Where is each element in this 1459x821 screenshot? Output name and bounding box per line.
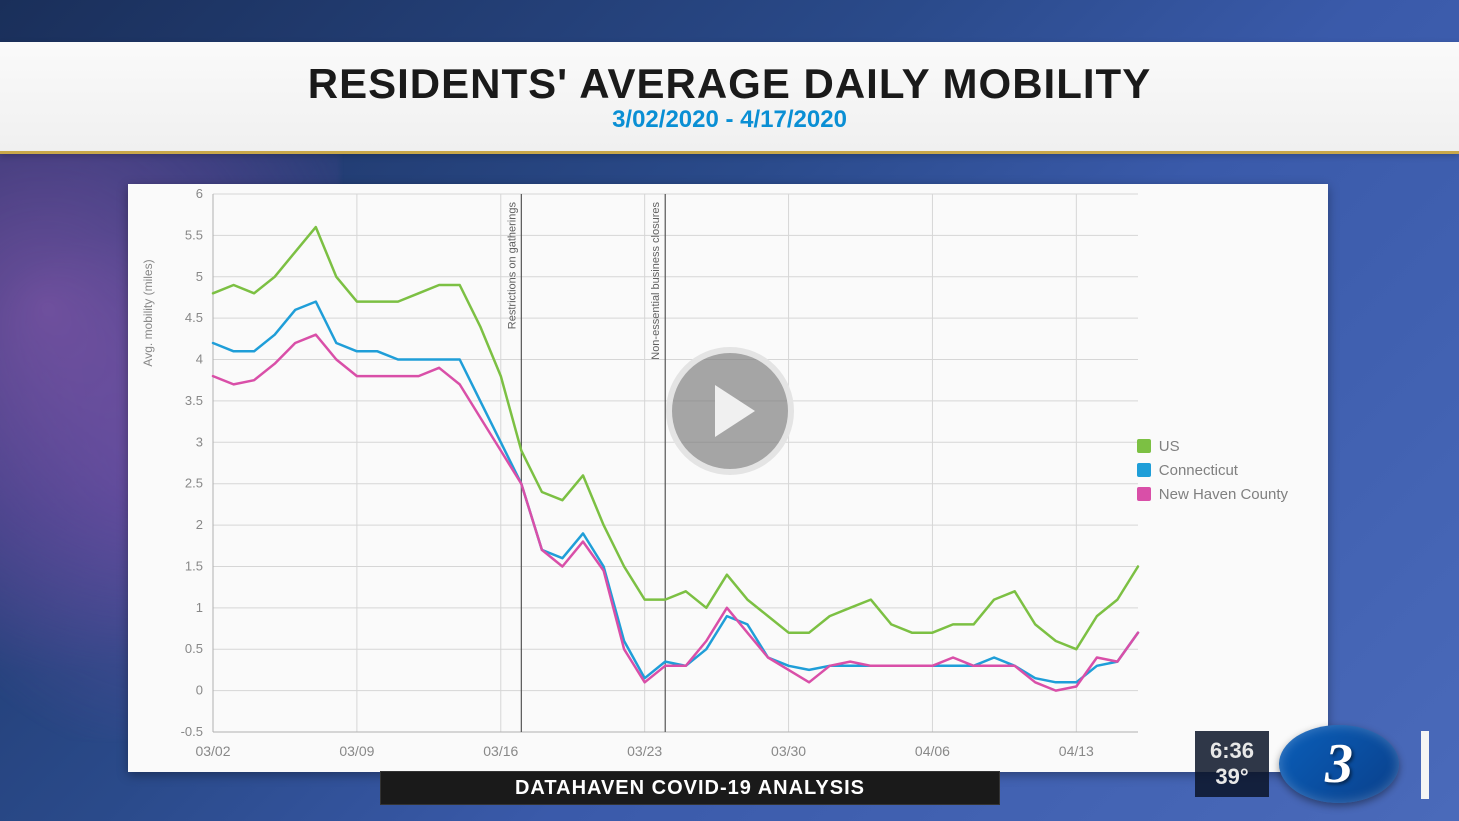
- broadcast-temp: 39°: [1215, 764, 1248, 790]
- broadcast-time: 6:36: [1210, 738, 1254, 764]
- svg-text:Non-essential business closure: Non-essential business closures: [650, 202, 662, 360]
- legend-item: US: [1137, 434, 1288, 458]
- legend-swatch: [1137, 487, 1151, 501]
- chart-legend: US Connecticut New Haven County: [1137, 434, 1288, 506]
- station-logo-text: 3: [1325, 732, 1353, 796]
- title-bar: RESIDENTS' AVERAGE DAILY MOBILITY 3/02/2…: [0, 42, 1459, 154]
- play-button[interactable]: [666, 347, 794, 475]
- svg-text:03/02: 03/02: [195, 743, 230, 759]
- play-icon: [715, 385, 755, 437]
- svg-text:2: 2: [196, 517, 203, 532]
- svg-text:6: 6: [196, 186, 203, 201]
- legend-item: New Haven County: [1137, 482, 1288, 506]
- legend-swatch: [1137, 439, 1151, 453]
- svg-text:4: 4: [196, 352, 203, 367]
- svg-text:03/23: 03/23: [627, 743, 662, 759]
- end-accent-bar: [1421, 731, 1429, 799]
- svg-text:0: 0: [196, 683, 203, 698]
- legend-label: US: [1159, 438, 1180, 455]
- svg-text:1: 1: [196, 600, 203, 615]
- svg-text:5.5: 5.5: [185, 227, 203, 242]
- svg-text:4.5: 4.5: [185, 310, 203, 325]
- legend-item: Connecticut: [1137, 458, 1288, 482]
- date-range: 3/02/2020 - 4/17/2020: [612, 106, 847, 134]
- svg-text:Restrictions on gatherings: Restrictions on gatherings: [506, 202, 518, 330]
- svg-text:2.5: 2.5: [185, 476, 203, 491]
- page-title: RESIDENTS' AVERAGE DAILY MOBILITY: [308, 60, 1151, 108]
- svg-text:3.5: 3.5: [185, 393, 203, 408]
- svg-text:3: 3: [196, 434, 203, 449]
- broadcast-info: 6:36 39°: [1195, 731, 1269, 797]
- chart-container: -0.5 0 0.5 1 1.5 2 2.5 3 3.5 4 4.5 5 5.5 6 03/02 03/09 0…: [128, 184, 1328, 772]
- svg-text:0.5: 0.5: [185, 641, 203, 656]
- svg-text:-0.5: -0.5: [181, 724, 203, 739]
- footer-banner: DATAHAVEN COVID-19 ANALYSIS: [380, 771, 1000, 805]
- legend-swatch: [1137, 463, 1151, 477]
- station-logo: 3: [1279, 725, 1399, 803]
- svg-text:03/09: 03/09: [339, 743, 374, 759]
- svg-text:04/06: 04/06: [915, 743, 950, 759]
- svg-text:03/16: 03/16: [483, 743, 518, 759]
- svg-text:03/30: 03/30: [771, 743, 806, 759]
- svg-text:1.5: 1.5: [185, 558, 203, 573]
- legend-label: Connecticut: [1159, 462, 1238, 479]
- legend-label: New Haven County: [1159, 486, 1288, 503]
- svg-text:Avg. mobility (miles): Avg. mobility (miles): [141, 259, 155, 366]
- svg-text:04/13: 04/13: [1059, 743, 1094, 759]
- svg-text:5: 5: [196, 269, 203, 284]
